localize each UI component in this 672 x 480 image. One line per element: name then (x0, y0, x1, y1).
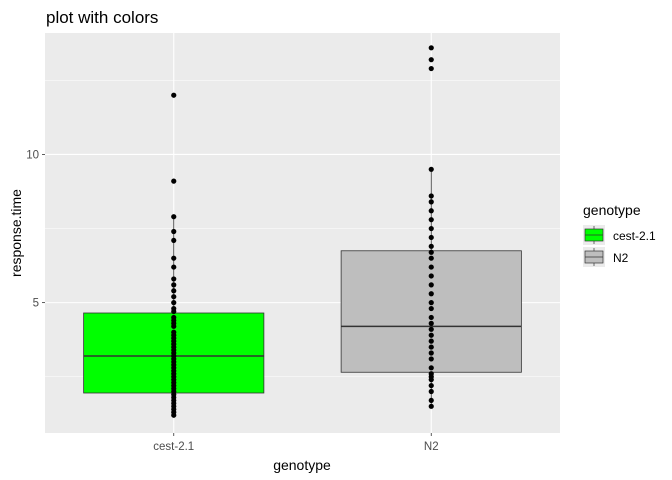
data-point (428, 326, 434, 332)
legend-entry-n2: N2 (583, 247, 629, 267)
data-point (171, 314, 177, 321)
data-point (171, 264, 177, 270)
data-point (428, 314, 434, 321)
data-point (428, 264, 434, 270)
data-point (428, 338, 434, 344)
data-point (171, 282, 177, 288)
data-point (428, 65, 434, 72)
data-point (428, 382, 434, 389)
data-point (428, 403, 434, 409)
data-point (428, 255, 434, 261)
data-point (428, 388, 434, 395)
data-point (428, 45, 434, 51)
y-axis-ticks: 5 10 (26, 149, 45, 310)
data-point (428, 291, 434, 297)
x-tick-label: cest-2.1 (153, 441, 194, 453)
data-point (428, 57, 434, 63)
legend-entry-cest-2-1: cest-2.1 (583, 225, 656, 245)
y-tick-label: 5 (33, 298, 39, 310)
data-point (171, 329, 177, 335)
data-point (428, 217, 434, 223)
x-axis-title: genotype (273, 457, 331, 473)
data-point (171, 294, 177, 300)
data-point (428, 249, 434, 255)
y-tick-label: 10 (26, 149, 39, 161)
legend-label-n2: N2 (613, 251, 629, 265)
x-axis-ticks: cest-2.1 N2 (153, 433, 439, 453)
data-point (428, 371, 434, 377)
data-point (171, 300, 177, 306)
data-point (171, 237, 177, 244)
data-point (428, 356, 434, 362)
data-point (428, 300, 434, 306)
data-point (428, 166, 434, 172)
chart-title: plot with colors (46, 8, 158, 27)
data-point (428, 365, 434, 371)
data-point (428, 234, 434, 241)
data-point (171, 276, 177, 282)
legend-label-cest-2-1: cest-2.1 (613, 229, 656, 243)
x-tick-label: N2 (424, 441, 439, 453)
data-point (171, 92, 177, 98)
legend: genotype cest-2.1 N2 (583, 202, 656, 267)
data-point (428, 397, 434, 404)
legend-title: genotype (583, 202, 641, 218)
data-point (428, 350, 434, 356)
data-point (171, 288, 177, 294)
data-point (428, 282, 434, 288)
data-point (171, 305, 177, 312)
data-point (428, 193, 434, 199)
data-point (171, 178, 177, 184)
data-points (171, 45, 434, 418)
data-point (428, 199, 434, 205)
data-point (171, 255, 177, 261)
data-point (171, 214, 177, 220)
data-point (428, 344, 434, 350)
data-point (428, 305, 434, 312)
data-point (428, 225, 434, 232)
data-point (428, 320, 434, 326)
data-point (428, 243, 434, 249)
y-axis-title: response.time (8, 189, 24, 277)
data-point (171, 228, 177, 235)
data-point (428, 332, 434, 338)
data-point (428, 273, 434, 279)
data-point (428, 208, 434, 214)
